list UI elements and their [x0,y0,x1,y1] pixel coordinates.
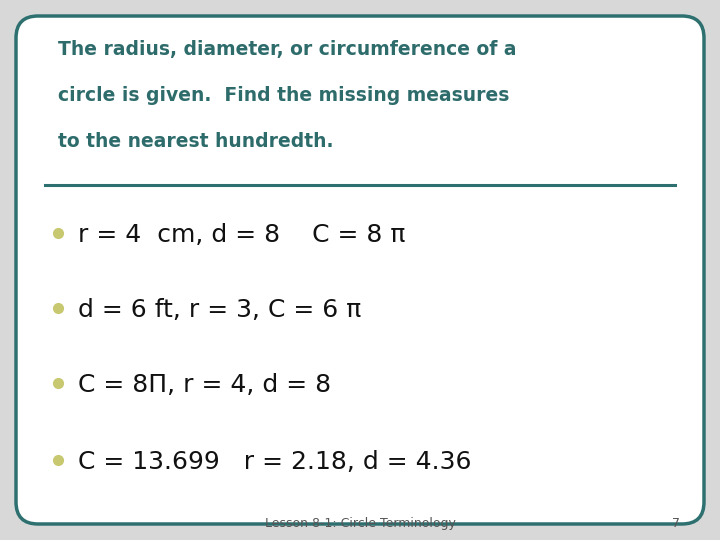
Text: C = 13.699   r = 2.18, d = 4.36: C = 13.699 r = 2.18, d = 4.36 [78,450,472,474]
Text: d = 6 ft, r = 3, C = 6 π: d = 6 ft, r = 3, C = 6 π [78,298,361,322]
Text: The radius, diameter, or circumference of a: The radius, diameter, or circumference o… [58,40,516,59]
Text: 7: 7 [672,517,680,530]
Text: to the nearest hundredth.: to the nearest hundredth. [58,132,333,151]
Text: Lesson 8-1: Circle Terminology: Lesson 8-1: Circle Terminology [264,517,456,530]
FancyBboxPatch shape [16,16,704,524]
Text: C = 8Π, r = 4, d = 8: C = 8Π, r = 4, d = 8 [78,373,331,397]
Text: circle is given.  Find the missing measures: circle is given. Find the missing measur… [58,86,509,105]
Text: r = 4  cm, d = 8    C = 8 π: r = 4 cm, d = 8 C = 8 π [78,223,405,247]
